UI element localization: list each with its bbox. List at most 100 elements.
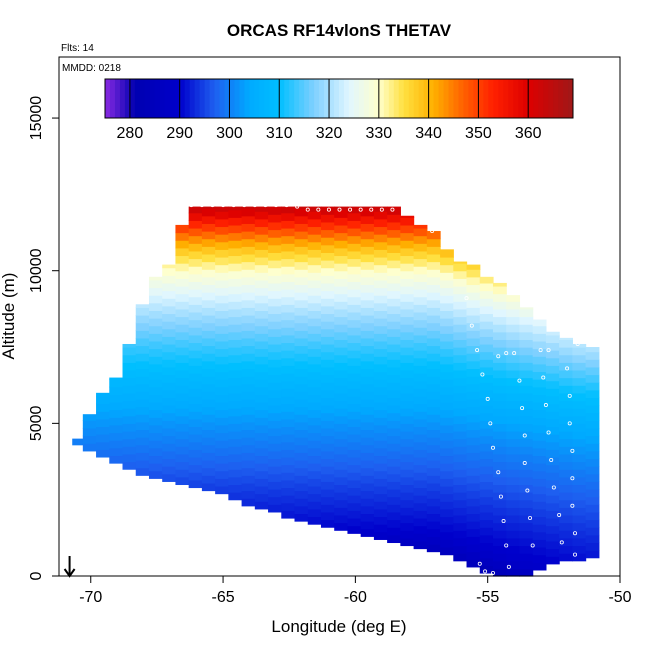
heatmap-cell [320,496,335,505]
heatmap-cell [506,295,521,302]
heatmap-cell [360,223,375,232]
heatmap-cell [360,261,375,270]
heatmap-cell [466,536,481,545]
heatmap-cell [492,331,507,340]
heatmap-cell [215,440,229,449]
heatmap-cell [307,363,322,373]
heatmap-cell [479,328,494,337]
heatmap-cell [426,459,441,469]
flight-track-point [525,488,530,493]
heatmap-cell [453,530,468,539]
heatmap-cell [413,472,428,481]
heatmap-cell [572,545,587,554]
heatmap-cell [426,322,441,331]
heatmap-cell [307,318,322,327]
heatmap-cell [162,267,177,276]
heatmap-cell [228,308,243,318]
colorbar-segment [373,79,380,118]
heatmap-cell [334,206,349,211]
heatmap-cell [453,362,468,371]
heatmap-cell [148,276,163,281]
heatmap-cell [347,327,362,336]
heatmap-cell [347,357,362,366]
heatmap-cell [254,424,269,434]
flight-track-point [189,203,194,208]
heatmap-cell [506,537,521,547]
heatmap-cell [492,476,507,486]
heatmap-cell [360,206,375,209]
heatmap-cell [135,368,150,377]
heatmap-cell [241,414,256,423]
heatmap-cell [572,343,587,348]
heatmap-cell [294,414,309,423]
heatmap-cell [320,343,335,353]
colorbar-segment [314,79,320,118]
heatmap-cell [254,455,269,464]
heatmap-cell [387,405,401,414]
heatmap-cell [572,492,587,501]
heatmap-cell [492,484,507,493]
heatmap-cell [334,217,349,226]
heatmap-cell [400,492,415,501]
heatmap-cell [572,354,587,363]
heatmap-cell [201,231,216,240]
heatmap-cell [188,327,203,336]
heatmap-cell [373,218,388,228]
colorbar-tick-label: 350 [465,125,492,142]
heatmap-cell [387,511,401,521]
heatmap-cell [387,519,401,528]
heatmap-cell [426,246,441,255]
heatmap-cell [426,505,441,515]
heatmap-cell [307,348,322,357]
heatmap-cell [96,411,110,420]
heatmap-cell [281,403,296,412]
heatmap-cell [188,258,203,267]
heatmap-cell [387,412,401,421]
heatmap-cell [545,334,560,344]
heatmap-cell [453,507,468,516]
heatmap-cell [387,237,401,246]
flight-track-point [469,323,474,328]
heatmap-cell [360,498,375,507]
heatmap-cell [228,224,243,234]
heatmap-cell [334,423,349,432]
heatmap-cell [241,498,256,507]
heatmap-cell [453,339,468,348]
heatmap-cell [135,414,150,423]
colorbar-segment [498,79,504,118]
heatmap-cell [387,221,401,231]
heatmap-cell [585,488,600,498]
heatmap-cell [426,345,441,354]
heatmap-cell [268,336,282,345]
flight-track-point [520,406,525,411]
heatmap-cell [347,296,362,305]
heatmap-cell [228,209,243,218]
colorbar-segment [219,79,225,118]
colorbar-segment [244,79,250,118]
heatmap-cell [413,243,428,252]
flight-track-point [125,287,130,292]
heatmap-cell [201,253,216,263]
heatmap-cell [307,409,322,418]
heatmap-cell [347,456,362,466]
heatmap-cell [373,417,388,426]
heatmap-cell [320,420,335,429]
heatmap-cell [201,322,216,331]
heatmap-cell [148,363,163,373]
heatmap-cell [492,530,507,539]
heatmap-cell [175,469,190,478]
heatmap-cell [400,324,415,333]
heatmap-cell [360,429,375,438]
heatmap-cell [572,507,587,516]
heatmap-cell [148,386,163,395]
heatmap-cell [532,493,547,502]
x-tick-label: -60 [344,589,367,606]
heatmap-cell [400,331,415,340]
heatmap-cell [479,466,494,475]
heatmap-cell [440,302,454,311]
flight-track-point [273,203,278,208]
heatmap-cell [400,430,415,440]
flight-track-point [570,503,575,508]
heatmap-cell [347,289,362,298]
